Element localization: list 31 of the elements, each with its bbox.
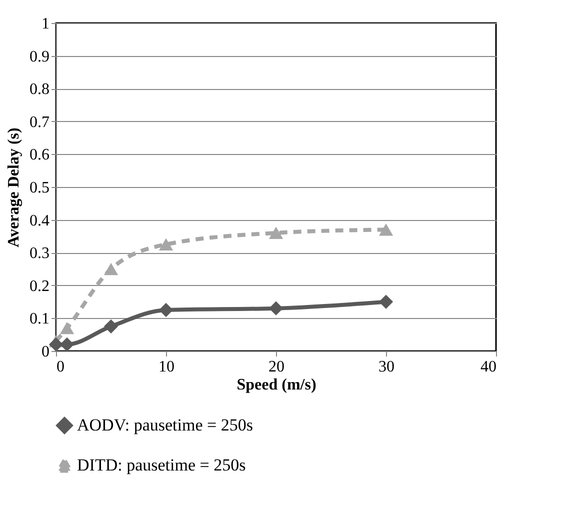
- y-axis-title: Average Delay (s): [6, 128, 22, 248]
- x-tick-label: 20: [268, 358, 284, 376]
- point: [378, 224, 394, 236]
- point: [48, 337, 64, 352]
- y-tick-label: 0: [42, 344, 50, 360]
- y-tick-label: 0.1: [30, 310, 50, 328]
- point: [60, 337, 74, 352]
- point: [104, 319, 118, 334]
- point: [158, 238, 174, 251]
- x-tick-label: 0: [56, 358, 64, 376]
- legend-label: DITD: pausetime = 250s: [77, 456, 246, 474]
- y-tick-label: 0.7: [30, 114, 50, 131]
- point: [268, 226, 284, 240]
- point: [158, 302, 174, 318]
- x-tick-label: 10: [158, 358, 174, 376]
- y-tick-label: 0.8: [30, 81, 50, 98]
- y-tick-label: 0.3: [30, 245, 50, 262]
- point: [104, 262, 118, 276]
- point: [60, 322, 74, 334]
- y-tick-label: 0.5: [30, 180, 50, 196]
- y-tick-label: 1: [42, 16, 50, 32]
- x-tick-label: 30: [378, 358, 394, 376]
- y-tick-label: 0.9: [30, 48, 50, 66]
- y-tick-label: 0.4: [30, 212, 50, 230]
- y-tick-label: 0.6: [30, 146, 50, 164]
- x-tick-label: 40: [480, 358, 496, 376]
- x-axis-title: Speed (m/s): [236, 376, 316, 394]
- point: [378, 294, 394, 309]
- point: [268, 301, 284, 316]
- y-tick-label: 0.2: [30, 278, 50, 295]
- legend-label: AODV: pausetime = 250s: [77, 416, 253, 434]
